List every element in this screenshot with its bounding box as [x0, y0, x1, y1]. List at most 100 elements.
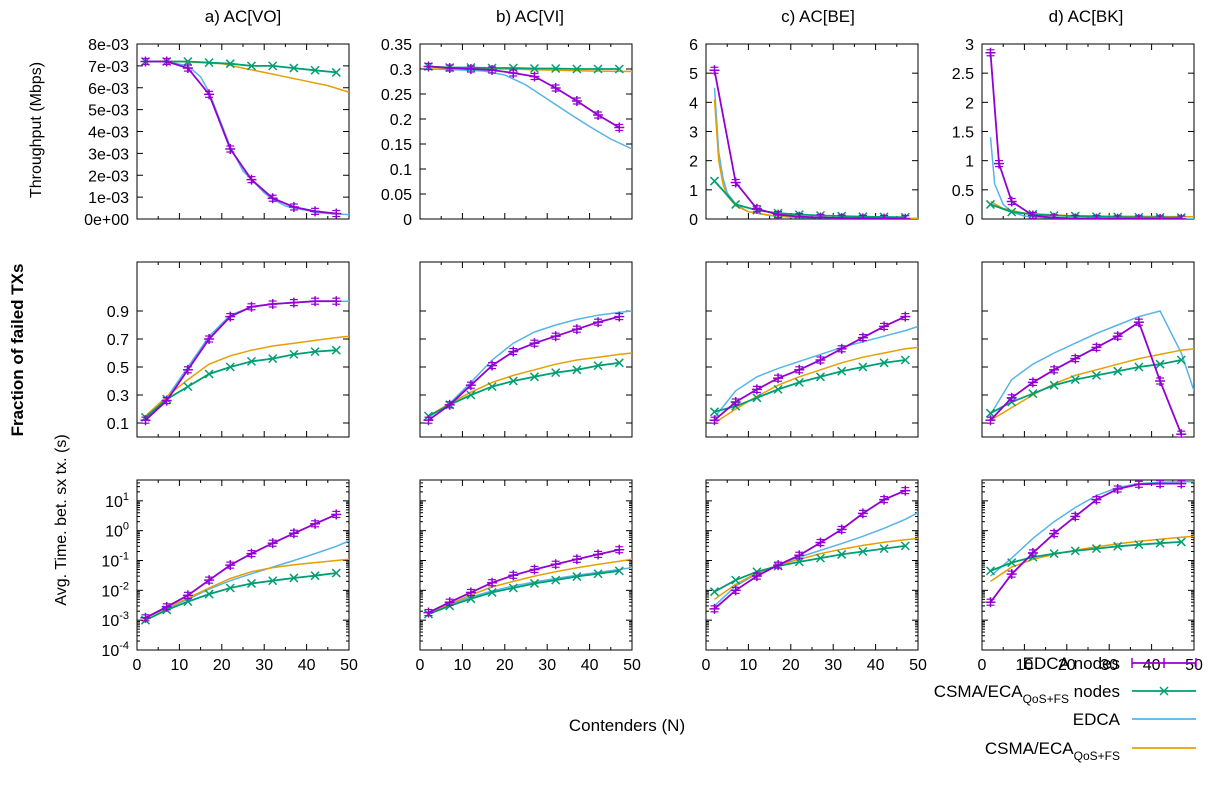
- plot-frame: [136, 479, 350, 651]
- y-tick-label: 6: [689, 37, 698, 54]
- column-title-bk: d) AC[BK]: [1049, 7, 1124, 26]
- series-point-1: [550, 83, 561, 93]
- series-point-1: [465, 587, 476, 598]
- legend-label: EDCA: [1073, 710, 1121, 729]
- series-point-1: [1176, 429, 1187, 437]
- panel-failed-AC[VO]: 0.1 0.3 0.5 0.7 0.9: [107, 261, 350, 438]
- y-tick-label-base: 10: [101, 613, 119, 630]
- series-point-2: [1091, 544, 1102, 554]
- series-point-1: [773, 209, 784, 219]
- series-point-2: [858, 547, 868, 557]
- row-label-throughput: Throughput (Mbps): [28, 62, 45, 198]
- series-line-4: [428, 558, 632, 614]
- panel-throughput-AC[BK]: 0 0.5 1 1.5 2 2.5 3: [952, 37, 1195, 229]
- series-point-1: [709, 603, 720, 614]
- x-tick-label: 40: [581, 657, 599, 674]
- series-group: [423, 61, 632, 150]
- y-tick-label: 8e-03: [88, 37, 129, 54]
- y-tick-label-base: 10: [101, 583, 119, 600]
- series-point-1: [331, 509, 342, 520]
- x-tick-label: 20: [1058, 657, 1076, 674]
- x-tick-label: 20: [496, 657, 514, 674]
- series-point-2: [1134, 540, 1144, 550]
- series-point-1: [1176, 213, 1187, 219]
- panel-throughput-AC[VI]: 0 0.05 0.1 0.15 0.2 0.25 0.3 0.35: [381, 37, 633, 229]
- series-point-1: [423, 61, 434, 72]
- series-point-1: [140, 612, 151, 623]
- series-point-2: [508, 583, 518, 593]
- series-line-2: [714, 545, 906, 593]
- series-point-1: [1027, 210, 1038, 219]
- series-point-1: [773, 560, 784, 571]
- y-tick-label: 2: [965, 95, 974, 112]
- plot-frame: [705, 261, 919, 438]
- series-point-1: [550, 331, 561, 342]
- series-point-2: [268, 61, 278, 71]
- series-point-1: [161, 56, 172, 67]
- series-group: [423, 544, 632, 619]
- series-point-1: [1049, 212, 1060, 219]
- series-point-2: [246, 61, 257, 71]
- series-line-2: [428, 65, 620, 70]
- series-point-1: [857, 508, 868, 519]
- series-point-2: [731, 575, 741, 585]
- x-tick-label: 10: [740, 657, 758, 674]
- series-point-2: [289, 349, 299, 359]
- y-tick-label-exp: -1: [119, 551, 129, 563]
- y-tick-label: 0: [403, 212, 412, 229]
- series-group: [709, 485, 918, 614]
- panel-throughput-AC[VO]: 0e+00 1e-03 2e-03 3e-03 4e-03 5e-03 6e-03 7e-03…: [84, 37, 350, 229]
- series-point-1: [879, 494, 890, 505]
- legend-label-main: CSMA/ECA: [985, 739, 1074, 758]
- series-point-1: [773, 373, 784, 384]
- series-point-1: [310, 206, 321, 217]
- x-tick-label: 30: [824, 657, 842, 674]
- series-point-2: [1155, 359, 1165, 369]
- series-point-1: [204, 575, 215, 586]
- series-point-1: [709, 415, 720, 426]
- series-line-2: [990, 203, 1182, 219]
- series-point-2: [204, 589, 214, 599]
- y-tick-label: 10-4: [101, 640, 129, 660]
- series-group: [423, 310, 632, 426]
- x-tick-label: 0: [416, 657, 425, 674]
- series-point-1: [246, 548, 257, 559]
- series-point-1: [614, 122, 625, 133]
- series-line-3: [990, 480, 1194, 577]
- plot-frame: [419, 261, 633, 438]
- series-point-1: [1112, 213, 1123, 219]
- y-tick-label-base: 10: [101, 554, 119, 571]
- y-tick-label: 10-2: [101, 580, 129, 600]
- series-point-1: [1155, 213, 1166, 219]
- series-line-4: [144, 335, 349, 417]
- series-point-2: [289, 573, 299, 583]
- legend-marker: [1159, 686, 1169, 696]
- panel-failed-AC[BE]: [705, 261, 919, 438]
- series-point-1: [1133, 213, 1144, 219]
- x-tick-label: 50: [623, 657, 641, 674]
- series-line-3: [428, 68, 632, 150]
- series-point-2: [815, 372, 826, 382]
- panel-time-AC[BK]: 0 10 20 30 40 50: [978, 479, 1203, 674]
- panels: 0e+00 1e-03 2e-03 3e-03 4e-03 5e-03 6e-03 7e-03…: [84, 37, 1203, 674]
- series-point-1: [614, 311, 625, 322]
- series-point-1: [900, 485, 911, 496]
- series-point-2: [837, 549, 847, 559]
- series-point-1: [571, 96, 582, 106]
- y-tick-label: 0.1: [390, 162, 412, 179]
- series-line-3: [144, 300, 349, 420]
- series-point-2: [1049, 549, 1059, 559]
- x-tick-label: 10: [1016, 657, 1034, 674]
- series-group: [140, 509, 349, 625]
- series-line-1: [989, 482, 1182, 603]
- series-point-1: [529, 338, 540, 349]
- series-line-1: [713, 489, 906, 610]
- series-point-2: [1028, 389, 1038, 399]
- series-point-1: [751, 203, 762, 214]
- series-point-1: [1049, 528, 1060, 539]
- series-point-1: [1112, 331, 1123, 342]
- series-line-4: [428, 352, 632, 417]
- series-point-2: [985, 408, 996, 418]
- series-point-1: [225, 144, 236, 154]
- y-tick-label: 7e-03: [88, 59, 129, 76]
